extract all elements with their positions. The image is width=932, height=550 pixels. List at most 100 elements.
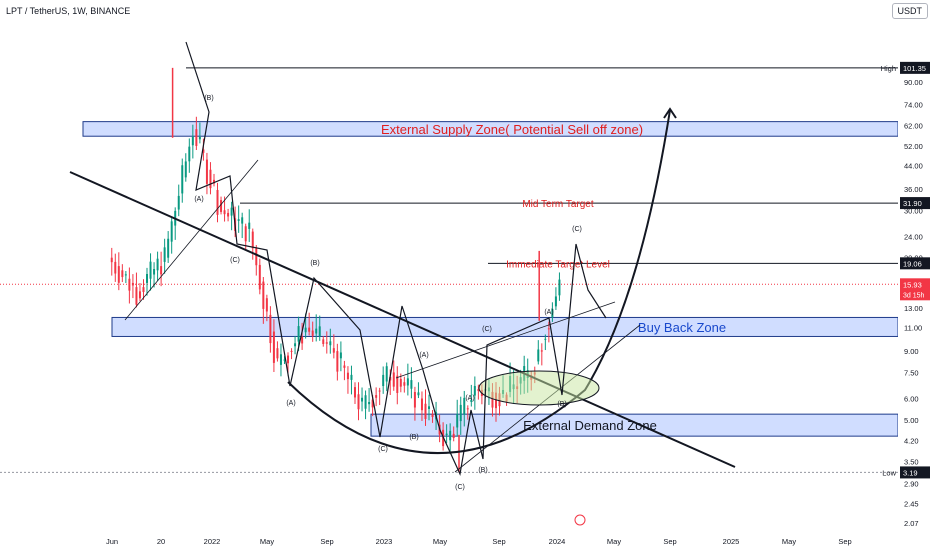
candle-body [304,327,307,333]
time-tick-label: Sep [492,537,505,546]
candle-body [191,136,194,146]
wave-label: (A) [286,400,295,407]
candle-body [248,222,251,229]
wave-label: (B) [310,260,319,267]
consolidation-ellipse [478,370,600,406]
candle-body [294,343,297,347]
price-tick-label: 4.20 [904,436,919,445]
candle-body [364,395,367,409]
candle-body [540,350,543,352]
price-tick-label: 2.07 [904,519,919,528]
time-tick-label: May [607,537,621,546]
price-tick-label: 36.00 [904,185,923,194]
price-tick-label: 5.00 [904,416,919,425]
candle-body [114,261,117,274]
time-tick-label: May [260,537,274,546]
candle-body [558,279,561,296]
price-tag-sub: 3d 15h [903,292,925,299]
candle-body [431,414,434,418]
price-tick-label: 2.90 [904,480,919,489]
candle-body [301,336,304,344]
wave-label: (C) [482,326,492,333]
candle-body [131,282,134,286]
candle-body [491,391,494,408]
time-tick-label: 2024 [549,537,566,546]
candle-body [146,273,149,283]
wave-label: (A) [544,309,553,316]
time-tick-label: Sep [838,537,851,546]
candle-body [357,394,360,410]
candle-body [399,378,402,387]
candle-body [167,238,170,258]
time-tick-label: May [433,537,447,546]
level-label: Mid Term Target [522,199,594,210]
wave-label: (A) [465,395,474,402]
candle-body [449,430,452,441]
candle-body [361,397,364,402]
candle-body [237,219,240,221]
trendline [395,301,616,379]
candle-body [452,433,455,439]
candle-body [287,355,290,364]
zone-label: External Demand Zone [523,418,657,433]
candle-body [554,296,557,307]
candle-body [339,352,342,359]
zone-label: External Supply Zone( Potential Sell off… [381,122,643,137]
candle-body [110,257,113,263]
candle-body [276,348,279,359]
candle-body [329,341,332,346]
candle-body [156,258,159,271]
price-tag-label: Low [882,468,896,477]
candle-body [142,287,145,293]
price-tick-label: 9.00 [904,347,919,356]
candle-body [202,149,205,153]
candle-body [406,378,409,386]
candle-body [308,327,311,332]
price-tag-value: 101.35 [903,64,926,73]
candles [110,67,561,473]
candle-body [121,270,124,278]
candle-body [477,389,480,391]
price-tick-label: 24.00 [904,232,923,241]
candle-body [470,399,473,402]
wave-label: (B) [478,467,487,474]
price-tag-value: 15.93 [903,280,922,289]
time-axis: Jun 20 2022 May Sep 2023 May Sep 2024 May Sep 2025 M… [106,514,852,546]
candle-body [177,195,180,210]
wave-label: (C) [378,446,388,453]
price-axis-bg [898,0,932,550]
wave-path [185,41,607,477]
time-tick-label: 20 [157,537,165,546]
candle-body [198,136,201,140]
currency-button[interactable]: USDT [891,3,928,19]
candle-body [382,374,385,387]
time-tick-label: 2025 [723,537,740,546]
arrow-head [663,107,677,119]
candle-body [135,287,138,305]
price-tag [900,197,930,210]
price-axis: 101.8090.0074.0062.0052.0044.0036.0030.0… [881,0,932,550]
trendline [124,159,259,321]
candle-body [392,372,395,387]
wave-label: (B) [204,95,213,102]
candle-body [494,392,497,409]
price-tick-label: 52.00 [904,142,923,151]
candle-body [315,328,318,334]
candle-body [163,247,166,262]
candle-body [463,397,466,415]
price-tick-label: 74.00 [904,101,923,110]
candle-body [456,414,459,428]
price-tag [900,466,930,479]
event-marker [574,514,586,526]
wave-label: (B) [557,401,566,408]
time-tick-label: Jun [106,537,118,546]
candle-body [297,326,300,342]
candle-body [336,351,339,372]
candle-body [459,404,462,422]
candle-body [181,165,184,194]
price-tag-value: 3.19 [903,468,918,477]
candle-body [290,350,293,352]
candle-body [420,398,423,411]
